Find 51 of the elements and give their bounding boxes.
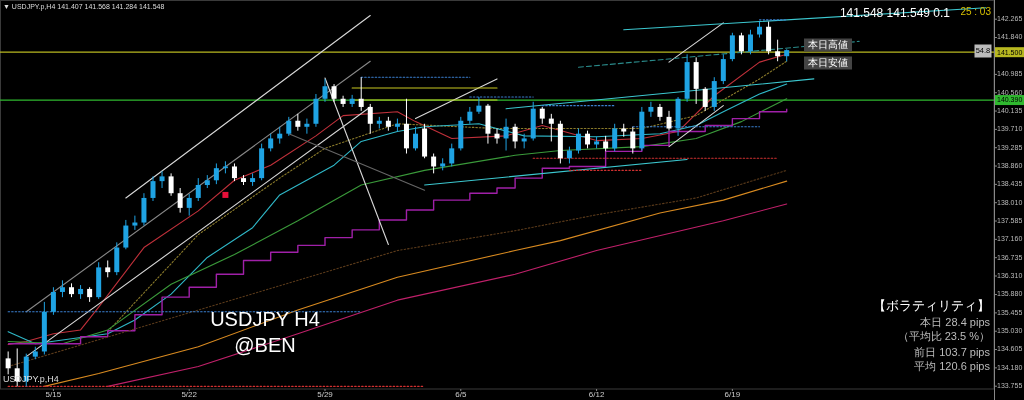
- candlestick: [132, 215, 138, 231]
- candlestick: [177, 187, 183, 214]
- candlestick: [512, 123, 518, 149]
- x-tick-label: 5/15: [45, 390, 62, 400]
- candlestick: [476, 96, 482, 115]
- candlestick: [159, 170, 165, 189]
- annotation: 平均 120.6 pips: [914, 359, 990, 372]
- line-series: [107, 203, 788, 387]
- candlestick: [503, 118, 509, 152]
- candlestick: [729, 32, 735, 62]
- candlestick: [449, 143, 455, 167]
- candlestick: [304, 118, 310, 135]
- annotation: 前日 103.7 pips: [914, 345, 990, 358]
- candlestick: [150, 175, 156, 202]
- annotation: 【ボラティリティ】: [873, 299, 990, 314]
- candlestick: [322, 78, 328, 103]
- candlestick: [612, 123, 618, 152]
- candlestick: [168, 172, 174, 197]
- candlestick: [648, 101, 654, 118]
- line-series: [107, 60, 788, 333]
- candlestick: [367, 103, 373, 135]
- candlestick: [575, 128, 581, 155]
- candlestick: [738, 32, 744, 55]
- annotation: 本日高値: [808, 38, 848, 50]
- candlestick: [720, 53, 726, 85]
- candlestick: [186, 193, 192, 217]
- annotation: （平均比 23.5 %）: [897, 329, 990, 342]
- candlestick: [666, 110, 672, 132]
- candlestick: [630, 126, 636, 155]
- annotation: 本日安値: [808, 56, 848, 68]
- candlestick: [340, 95, 346, 108]
- x-tick-label: 5/29: [317, 390, 334, 400]
- x-tick-label: 6/19: [724, 390, 741, 400]
- candlestick: [413, 126, 419, 152]
- candlestick: [775, 39, 781, 62]
- candlestick: [702, 86, 708, 112]
- candlestick: [195, 177, 201, 202]
- x-tick-label: 6/5: [455, 390, 467, 400]
- candlestick: [123, 219, 129, 250]
- candlestick: [50, 286, 56, 316]
- x-tick-label: 5/22: [181, 390, 198, 400]
- candlestick: [358, 76, 364, 112]
- annotation: 本日 28.4 pips: [920, 315, 990, 328]
- candlestick: [747, 29, 753, 55]
- candlestick: [431, 153, 437, 174]
- candlestick: [548, 113, 554, 142]
- annotation: 25 : 03: [960, 5, 991, 17]
- candlestick: [286, 116, 292, 137]
- x-tick-label: 6/12: [588, 390, 605, 400]
- candlestick: [213, 162, 219, 185]
- candlestick: [5, 350, 11, 375]
